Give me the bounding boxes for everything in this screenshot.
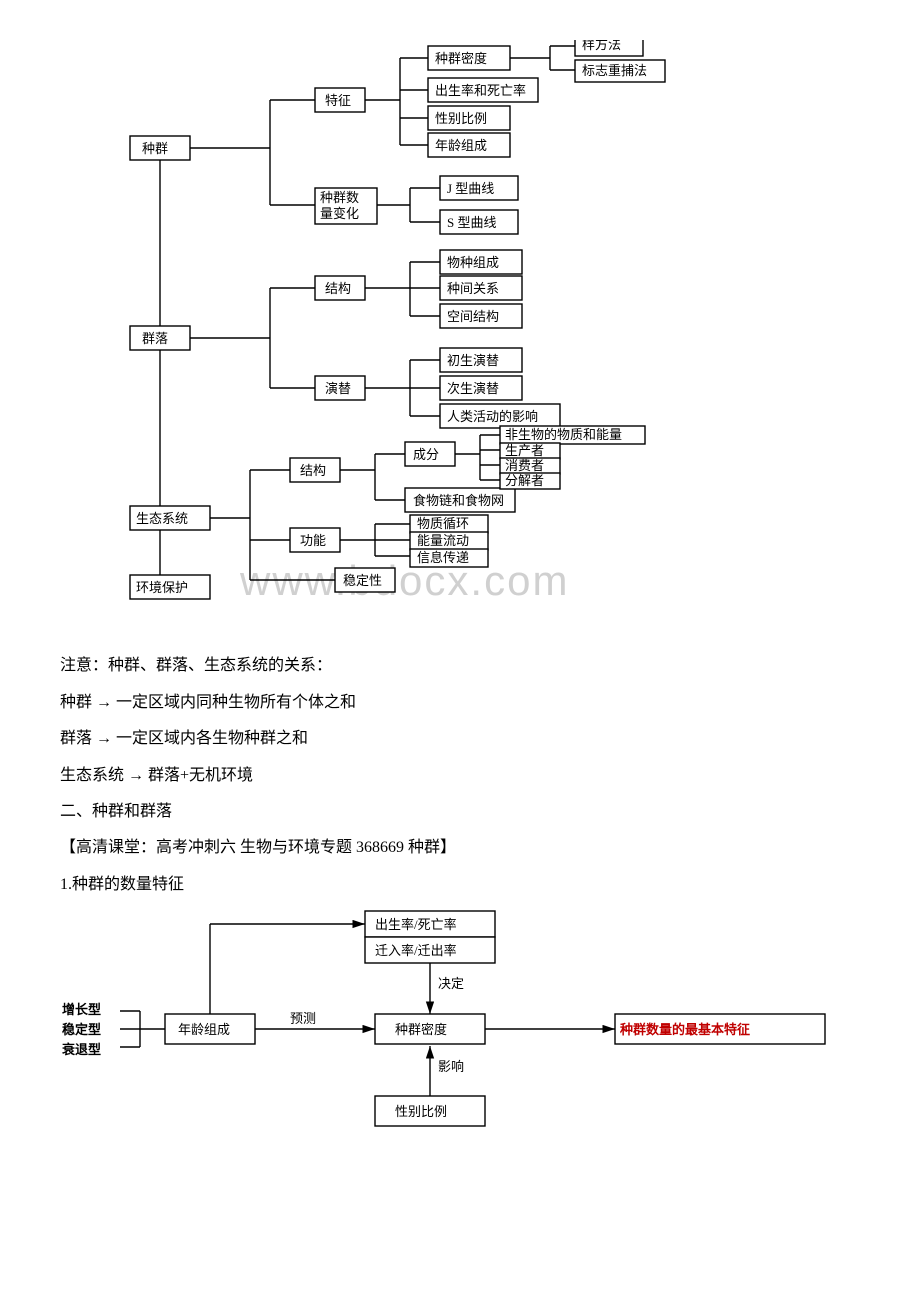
para-note-3: 生态系统 → 群落+无机环境 [60, 761, 860, 791]
node-r1a1b: 标志重捕法 [582, 63, 647, 78]
node-r3a: 结构 [300, 463, 326, 478]
node-r1a: 特征 [325, 93, 351, 108]
node-r2b3: 人类活动的影响 [447, 409, 538, 424]
node-r1a4: 年龄组成 [435, 138, 487, 153]
concept-tree-diagram: www.bdocx.com [120, 40, 860, 631]
d2-predict: 预测 [290, 1011, 316, 1026]
node-r1a1: 种群密度 [435, 51, 487, 66]
para-note-1: 种群 → 一定区域内同种生物所有个体之和 [60, 688, 860, 718]
tree-svg: www.bdocx.com [120, 40, 760, 620]
node-r3b: 功能 [300, 533, 326, 548]
node-r2a: 结构 [325, 281, 351, 296]
node-r2a3: 空间结构 [447, 309, 499, 324]
d2-type1: 增长型 [62, 1002, 101, 1017]
node-root2: 群落 [142, 331, 168, 346]
d2-age: 年龄组成 [178, 1022, 230, 1037]
para-subheading: 1.种群的数量特征 [60, 870, 860, 900]
node-r1b-l2: 量变化 [320, 206, 359, 221]
d2-decide: 决定 [438, 976, 464, 991]
para-section-2: 二、种群和群落 [60, 797, 860, 827]
node-root3: 生态系统 [136, 511, 188, 526]
d2-density: 种群密度 [395, 1022, 447, 1037]
node-r1b2: S 型曲线 [447, 215, 496, 230]
node-root1: 种群 [142, 141, 168, 156]
d2-affect: 影响 [438, 1059, 464, 1074]
node-r3a1d: 分解者 [505, 473, 544, 488]
node-root4: 环境保护 [136, 580, 188, 595]
node-r1a3: 性别比例 [435, 111, 487, 126]
population-feature-diagram: 出生率/死亡率 迁入率/迁出率 决定 年龄组成 种群密度 种群数量的最基本特征 … [60, 906, 860, 1147]
d2-birth: 出生率/死亡率 [375, 917, 457, 932]
node-r2b2: 次生演替 [447, 381, 499, 396]
para-note-2: 群落 → 一定区域内各生物种群之和 [60, 724, 860, 754]
node-r1b1: J 型曲线 [447, 181, 494, 196]
d2-migrate: 迁入率/迁出率 [375, 943, 457, 958]
node-r3a2: 食物链和食物网 [413, 493, 504, 508]
node-r3a1: 成分 [413, 447, 439, 462]
node-r3a1c: 消费者 [505, 458, 544, 473]
para-course-ref: 【高清课堂：高考冲刺六 生物与环境专题 368669 种群】 [60, 833, 860, 863]
node-r2b1: 初生演替 [447, 353, 499, 368]
node-r3a1a: 非生物的物质和能量 [505, 427, 622, 442]
para-note-header: 注意：种群、群落、生态系统的关系： [60, 651, 860, 681]
node-r3b2: 能量流动 [417, 533, 469, 548]
d2-type2: 稳定型 [62, 1022, 101, 1037]
node-r3b3: 信息传递 [417, 550, 469, 565]
d2-type3: 衰退型 [61, 1042, 101, 1057]
node-r3b1: 物质循环 [417, 516, 469, 531]
diagram2-svg: 出生率/死亡率 迁入率/迁出率 决定 年龄组成 种群密度 种群数量的最基本特征 … [60, 906, 840, 1136]
node-r2b: 演替 [325, 381, 351, 396]
node-r1b-l1: 种群数 [320, 190, 359, 205]
d2-basic: 种群数量的最基本特征 [619, 1022, 750, 1037]
node-r3c: 稳定性 [343, 573, 382, 588]
node-r2a2: 种间关系 [447, 281, 499, 296]
node-r2a1: 物种组成 [447, 255, 499, 270]
node-r1a1a: 样方法 [582, 40, 621, 52]
node-r1a2: 出生率和死亡率 [435, 83, 526, 98]
d2-sex: 性别比例 [395, 1104, 447, 1119]
node-r3a1b: 生产者 [505, 443, 544, 458]
